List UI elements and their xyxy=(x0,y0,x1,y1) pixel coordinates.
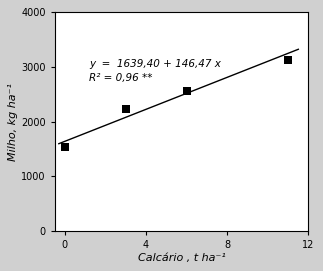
Point xyxy=(184,89,189,93)
Point xyxy=(286,58,291,63)
Point xyxy=(123,107,128,111)
Point xyxy=(62,144,68,149)
Y-axis label: Milho, kg ha⁻¹: Milho, kg ha⁻¹ xyxy=(8,83,18,161)
Text: y  =  1639,40 + 146,47 x: y = 1639,40 + 146,47 x xyxy=(89,59,221,69)
X-axis label: Calcário , t ha⁻¹: Calcário , t ha⁻¹ xyxy=(138,253,225,263)
Text: R² = 0,96 **: R² = 0,96 ** xyxy=(89,73,153,83)
